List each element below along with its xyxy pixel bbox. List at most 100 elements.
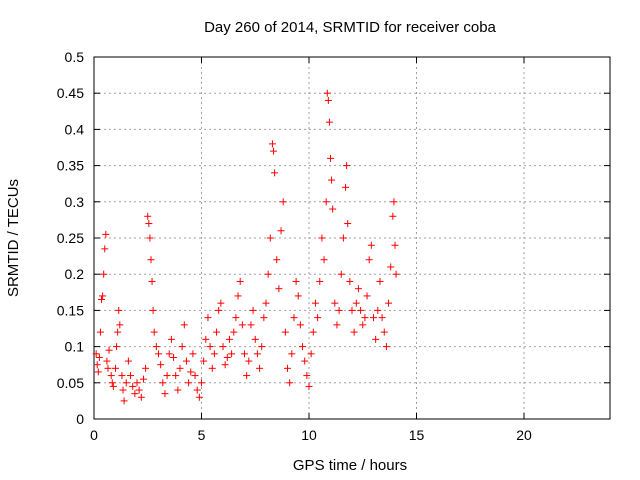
data-point xyxy=(217,299,225,307)
data-point xyxy=(104,364,112,372)
data-point xyxy=(290,314,298,322)
data-point xyxy=(102,230,110,238)
data-point xyxy=(296,321,304,329)
data-point xyxy=(122,379,130,387)
data-point xyxy=(329,205,337,213)
data-point xyxy=(215,306,223,314)
data-point xyxy=(307,350,315,358)
data-point xyxy=(144,212,152,220)
data-point xyxy=(378,314,386,322)
data-point xyxy=(390,198,398,206)
data-point xyxy=(178,343,186,351)
data-point xyxy=(262,299,270,307)
data-point xyxy=(174,386,182,394)
y-tick-label: 0.35 xyxy=(57,158,84,174)
data-point xyxy=(94,368,102,376)
data-point xyxy=(93,361,101,369)
data-point xyxy=(363,292,371,300)
data-point xyxy=(273,256,281,264)
data-point xyxy=(301,357,309,365)
data-point xyxy=(382,343,390,351)
data-point xyxy=(96,328,104,336)
data-point xyxy=(327,154,334,162)
data-point xyxy=(251,335,259,343)
data-point xyxy=(172,372,180,380)
data-point xyxy=(232,314,240,322)
data-point xyxy=(392,270,400,278)
data-point xyxy=(258,343,266,351)
data-point xyxy=(189,350,197,358)
data-point xyxy=(249,306,257,314)
data-point xyxy=(391,241,399,249)
data-point xyxy=(210,350,218,358)
data-point xyxy=(118,372,126,380)
data-point xyxy=(213,328,221,336)
data-point xyxy=(243,372,251,380)
data-point xyxy=(241,350,248,358)
data-point xyxy=(374,306,382,314)
data-point xyxy=(343,162,351,170)
data-point xyxy=(120,397,128,405)
data-point xyxy=(221,361,229,369)
data-point xyxy=(223,353,231,361)
data-point xyxy=(359,321,367,329)
data-point xyxy=(165,350,173,358)
data-point xyxy=(331,299,339,307)
data-point xyxy=(294,292,302,300)
data-point xyxy=(324,96,332,104)
data-point xyxy=(238,321,246,329)
data-point xyxy=(103,357,111,365)
data-point xyxy=(180,321,188,329)
y-tick-label: 0.45 xyxy=(57,85,84,101)
x-tick-label: 10 xyxy=(301,427,317,443)
data-point xyxy=(288,350,296,358)
data-point xyxy=(333,321,341,329)
data-point xyxy=(206,343,214,351)
data-point xyxy=(311,299,319,307)
data-point xyxy=(157,361,165,369)
data-point xyxy=(264,270,272,278)
data-point xyxy=(335,306,343,314)
data-point xyxy=(284,364,291,372)
data-point xyxy=(163,372,171,380)
data-point xyxy=(292,277,300,285)
data-point xyxy=(191,372,199,380)
data-point xyxy=(268,140,276,148)
data-point xyxy=(135,386,143,394)
data-point xyxy=(365,256,373,264)
data-point xyxy=(219,343,227,351)
y-axis-label: SRMTID / TECUs xyxy=(5,179,22,297)
data-point xyxy=(101,245,109,253)
data-point xyxy=(247,321,255,329)
data-point xyxy=(176,364,184,372)
data-point xyxy=(200,357,208,365)
data-point xyxy=(115,306,123,314)
y-tick-label: 0.05 xyxy=(57,375,84,391)
data-point xyxy=(234,292,242,300)
data-point xyxy=(187,368,195,376)
data-point xyxy=(109,382,117,390)
data-point xyxy=(281,328,289,336)
data-point xyxy=(98,296,106,304)
data-point xyxy=(385,299,393,307)
data-point xyxy=(372,335,380,343)
data-point xyxy=(346,277,354,285)
data-point xyxy=(193,386,201,394)
data-point xyxy=(204,314,212,322)
data-point xyxy=(129,382,137,390)
data-point xyxy=(147,256,155,264)
data-point xyxy=(195,393,203,401)
axis-ticks: 0 5 10 15 20 0 0.05 0.1 0.15 0.2 0.25 0.3 0.35 0.4 0.4… xyxy=(57,49,610,443)
data-point xyxy=(389,212,397,220)
x-axis-label: GPS time / hours xyxy=(293,457,407,474)
data-point xyxy=(139,375,147,383)
data-point xyxy=(124,357,132,365)
data-point xyxy=(149,306,157,314)
data-point xyxy=(270,147,278,155)
data-point xyxy=(325,118,333,126)
data-point xyxy=(260,314,268,322)
data-point xyxy=(357,306,365,314)
data-point xyxy=(376,277,384,285)
data-point xyxy=(150,328,158,336)
